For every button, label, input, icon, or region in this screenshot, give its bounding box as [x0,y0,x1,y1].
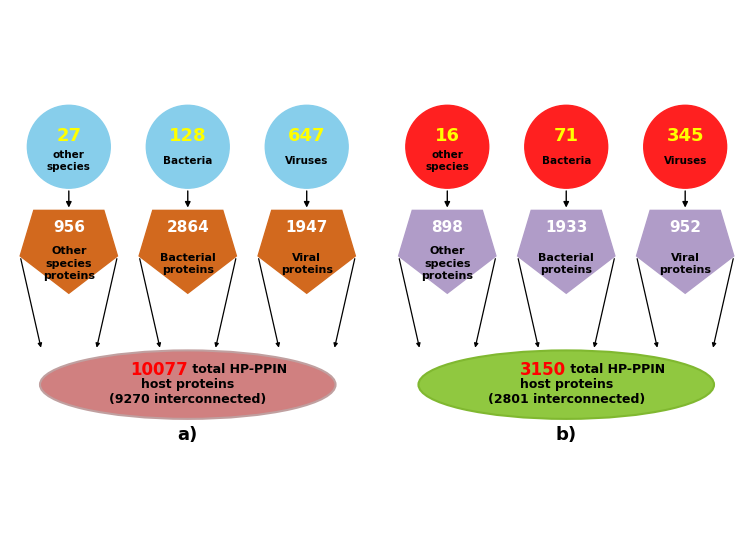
Ellipse shape [418,350,714,419]
Text: 10077: 10077 [130,361,188,378]
Text: Viral
proteins: Viral proteins [280,253,333,275]
Text: Other
species
proteins: Other species proteins [421,247,474,281]
Text: total HP-PPIN: total HP-PPIN [188,363,287,376]
Text: a): a) [178,426,198,444]
Ellipse shape [406,105,489,188]
Ellipse shape [525,105,608,188]
Text: Bacteria: Bacteria [541,156,591,166]
Polygon shape [258,210,355,293]
Text: 2864: 2864 [167,220,209,235]
Ellipse shape [146,105,229,188]
Text: (9270 interconnected): (9270 interconnected) [109,393,266,406]
Text: Bacterial
proteins: Bacterial proteins [160,253,216,275]
Ellipse shape [40,350,336,419]
Polygon shape [399,210,496,293]
Polygon shape [636,210,734,293]
Text: 956: 956 [53,220,84,235]
Text: Bacterial
proteins: Bacterial proteins [538,253,594,275]
Polygon shape [517,210,615,293]
Text: Viruses: Viruses [664,156,706,166]
Text: other
species: other species [47,150,90,172]
Text: total HP-PPIN: total HP-PPIN [566,363,665,376]
Text: 71: 71 [553,127,579,145]
Polygon shape [20,210,118,293]
Text: 898: 898 [431,220,463,235]
Ellipse shape [644,105,727,188]
Text: Viruses: Viruses [285,156,329,166]
Text: Viral
proteins: Viral proteins [659,253,711,275]
Text: (2801 interconnected): (2801 interconnected) [488,393,645,406]
Text: 1933: 1933 [545,220,587,235]
Text: 16: 16 [435,127,460,145]
Text: 1947: 1947 [286,220,328,235]
Text: Bacteria: Bacteria [163,156,213,166]
Text: 3150: 3150 [520,361,566,378]
Text: host proteins: host proteins [520,378,613,391]
Text: other
species: other species [425,150,469,172]
Text: 952: 952 [670,220,701,235]
Ellipse shape [27,105,110,188]
Text: 128: 128 [169,127,207,145]
Text: 647: 647 [288,127,326,145]
Text: b): b) [556,426,577,444]
Text: Other
species
proteins: Other species proteins [43,247,95,281]
Ellipse shape [265,105,348,188]
Text: 345: 345 [667,127,704,145]
Polygon shape [139,210,237,293]
Text: 27: 27 [57,127,81,145]
Text: host proteins: host proteins [141,378,234,391]
